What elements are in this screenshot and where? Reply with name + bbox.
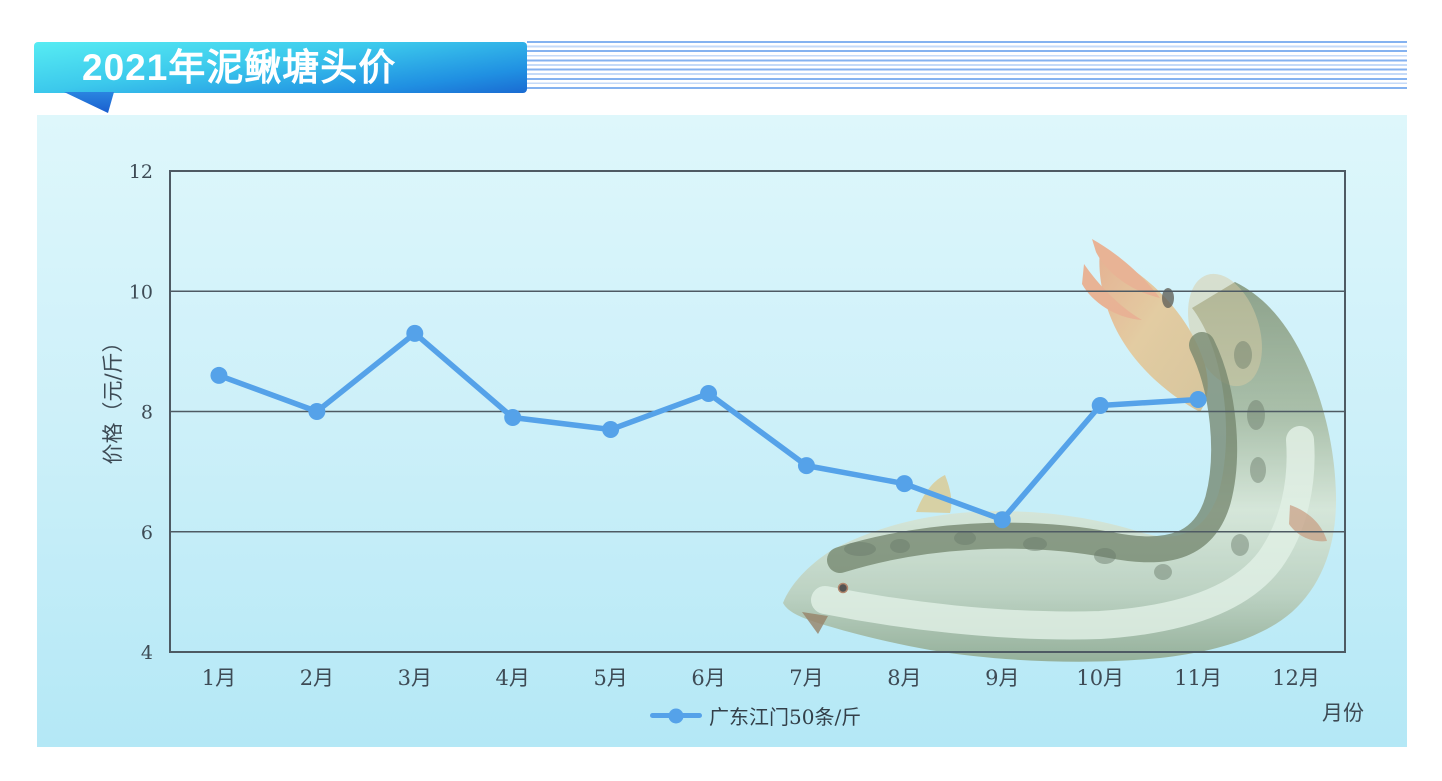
x-tick-label: 9月 [985, 666, 1019, 690]
chart-legend: 广东江门50条/斤 [650, 701, 861, 730]
x-tick-label: 12月 [1272, 666, 1320, 690]
data-point-marker [602, 421, 620, 439]
legend-series-label: 广东江门50条/斤 [709, 705, 862, 729]
page-title: 2021年泥鳅塘头价 [82, 47, 397, 88]
data-point-marker [308, 403, 326, 420]
y-tick-label: 12 [129, 161, 153, 183]
series-line [216, 330, 1201, 523]
data-point-marker [406, 324, 424, 342]
x-tick-label: 10月 [1076, 666, 1124, 690]
legend-dot-icon [668, 708, 684, 723]
loach-fish-image [783, 239, 1337, 662]
data-point-marker [797, 457, 815, 475]
ruled-lines-decoration [527, 41, 1407, 91]
loach-body [783, 282, 1337, 662]
x-tick-label: 1月 [202, 666, 236, 690]
loach-tail-fin-spike [1092, 239, 1160, 298]
x-tick-label: 3月 [398, 666, 432, 690]
x-tick-label: 6月 [691, 666, 725, 690]
y-tick-label: 10 [129, 281, 153, 303]
chart-grid [169, 170, 1346, 653]
loach-mottling [844, 341, 1266, 580]
price-series [210, 324, 1207, 529]
x-tick-label: 5月 [593, 666, 627, 690]
data-point-marker [1091, 396, 1109, 414]
y-tick-label: 4 [141, 642, 153, 664]
y-tick-label: 6 [141, 522, 153, 544]
y-axis-title: 价格（元/斤） [101, 331, 125, 465]
data-point-marker [895, 475, 913, 493]
loach-barbels [802, 612, 828, 634]
x-tick-label: 11月 [1174, 666, 1222, 690]
title-banner: 2021年泥鳅塘头价 [34, 42, 527, 93]
x-axis-title: 月份 [1322, 701, 1364, 725]
loach-tail-spot [1162, 288, 1174, 308]
axis-tick-labels: 4 6 8 10 12 1月 2月 3月 4月 5月 6月 7月 8月 9月 10月 11月 12月 [129, 161, 1320, 690]
x-tick-label: 7月 [789, 666, 823, 690]
data-point-marker [504, 409, 522, 427]
legend-line-marker-icon [650, 708, 702, 723]
plot-border [169, 170, 1346, 653]
data-point-marker [993, 511, 1011, 529]
loach-dark-stripe [827, 332, 1238, 573]
x-tick-label: 2月 [300, 666, 334, 690]
x-tick-label: 4月 [496, 666, 530, 690]
loach-eye [837, 582, 849, 594]
data-point-marker [700, 384, 718, 402]
x-tick-label: 8月 [887, 666, 921, 690]
y-tick-label: 8 [141, 402, 153, 424]
data-point-marker [1189, 390, 1207, 408]
data-point-marker [210, 366, 228, 384]
